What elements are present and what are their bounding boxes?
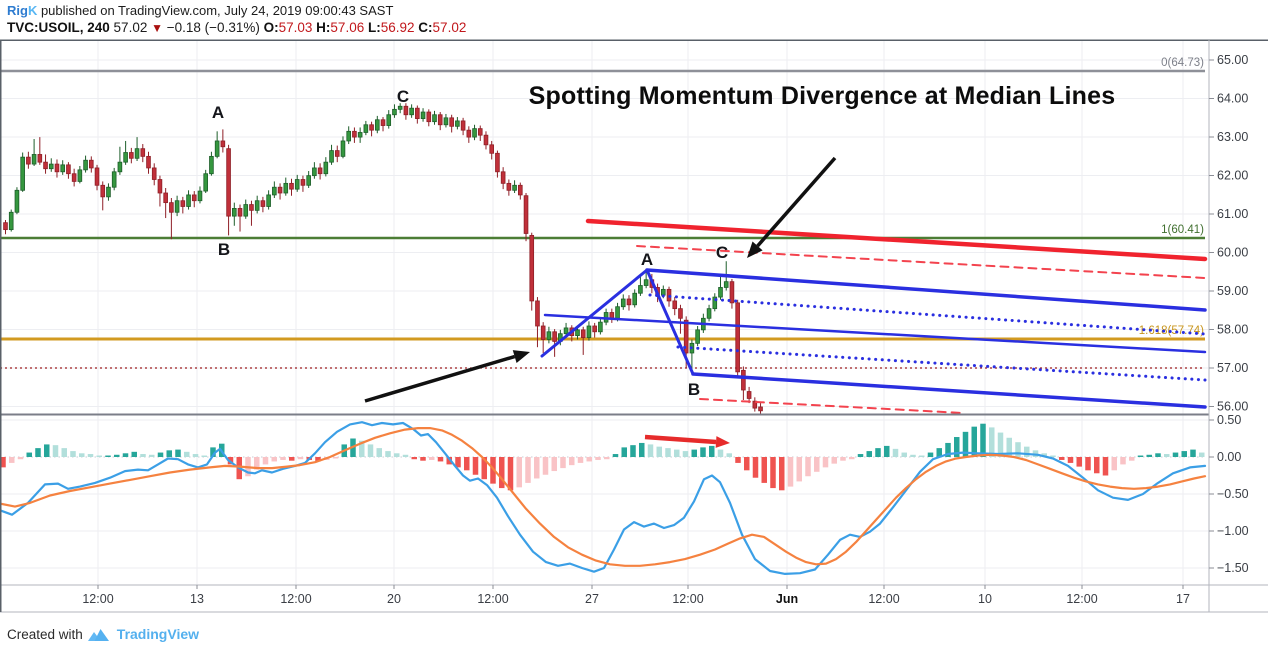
svg-text:−1.00: −1.00 bbox=[1217, 524, 1249, 538]
symbol-legend[interactable]: TVC:USOIL, 240 57.02 ▼ −0.18 (−0.31%) O:… bbox=[7, 20, 466, 35]
svg-text:12:00: 12:00 bbox=[280, 592, 311, 606]
red-downtrend-line bbox=[585, 218, 1208, 262]
drawings-layer[interactable] bbox=[540, 218, 1208, 414]
red-arrow-macd-divergence-head bbox=[715, 436, 730, 448]
svg-text:10: 10 bbox=[978, 592, 992, 606]
macd-indicator-layer bbox=[0, 421, 1207, 576]
svg-text:12:00: 12:00 bbox=[82, 592, 113, 606]
black-arrow-to-pitchfork-head bbox=[512, 350, 530, 363]
svg-text:B: B bbox=[218, 240, 230, 259]
red-dashed-upper bbox=[636, 245, 1206, 279]
svg-text:59.00: 59.00 bbox=[1217, 284, 1248, 298]
pitchfork-trigger-rise bbox=[540, 268, 649, 358]
svg-text:61.00: 61.00 bbox=[1217, 207, 1248, 221]
low-value: 56.92 bbox=[380, 20, 415, 35]
publish-header: RigK published on TradingView.com, July … bbox=[7, 3, 394, 18]
svg-text:60.00: 60.00 bbox=[1217, 246, 1248, 260]
pane-borders bbox=[0, 39, 1268, 613]
svg-text:57.00: 57.00 bbox=[1217, 361, 1248, 375]
svg-text:0.00: 0.00 bbox=[1217, 450, 1241, 464]
arrows-layer[interactable] bbox=[364, 156, 837, 448]
svg-text:62.00: 62.00 bbox=[1217, 169, 1248, 183]
time-axis[interactable]: 12:00 13 12:00 20 12:00 27 12:00 Jun 12:00 10 12:0… bbox=[82, 585, 1190, 606]
svg-text:56.00: 56.00 bbox=[1217, 400, 1248, 414]
svg-text:A: A bbox=[212, 103, 224, 122]
svg-text:17: 17 bbox=[1176, 592, 1190, 606]
svg-text:20: 20 bbox=[387, 592, 401, 606]
svg-text:63.00: 63.00 bbox=[1217, 130, 1248, 144]
svg-text:12:00: 12:00 bbox=[672, 592, 703, 606]
low-label: L: bbox=[367, 20, 381, 35]
svg-text:13: 13 bbox=[190, 592, 204, 606]
svg-text:−0.50: −0.50 bbox=[1217, 487, 1249, 501]
close-label: C: bbox=[418, 20, 433, 35]
svg-text:12:00: 12:00 bbox=[1066, 592, 1097, 606]
abc-pivot-labels[interactable]: A B C A B C bbox=[212, 87, 728, 399]
price-change: −0.18 (−0.31%) bbox=[166, 20, 260, 35]
publish-info: published on TradingView.com, July 24, 2… bbox=[37, 3, 394, 18]
fib-levels-layer[interactable]: 0(64.73)1(60.41)1.618(57.74) bbox=[0, 57, 1205, 341]
pitchfork-median bbox=[543, 313, 1207, 354]
svg-text:27: 27 bbox=[585, 592, 599, 606]
svg-text:A: A bbox=[641, 250, 653, 269]
svg-text:C: C bbox=[397, 87, 409, 106]
high-label: H: bbox=[316, 20, 331, 35]
open-value: 57.03 bbox=[278, 20, 313, 35]
svg-text:−1.50: −1.50 bbox=[1217, 561, 1249, 575]
red-dashed-lower bbox=[699, 398, 964, 414]
pitchfork-dotted-lower bbox=[676, 345, 1207, 382]
tradingview-mountain-icon bbox=[87, 628, 109, 641]
pitchfork-upper bbox=[645, 268, 1207, 312]
svg-text:Jun: Jun bbox=[776, 592, 798, 606]
price-down-icon: ▼ bbox=[151, 21, 163, 35]
svg-text:58.00: 58.00 bbox=[1217, 323, 1248, 337]
tradingview-brand-link[interactable]: TradingView bbox=[116, 626, 200, 642]
pitchfork-lower bbox=[691, 372, 1207, 409]
last-price: 57.02 bbox=[113, 20, 148, 35]
high-value: 57.06 bbox=[330, 20, 365, 35]
pitchfork-dotted-upper bbox=[648, 293, 1207, 336]
svg-text:64.00: 64.00 bbox=[1217, 92, 1248, 106]
open-label: O: bbox=[263, 20, 279, 35]
close-value: 57.02 bbox=[432, 20, 467, 35]
black-arrow-to-c bbox=[756, 156, 837, 248]
svg-text:12:00: 12:00 bbox=[477, 592, 508, 606]
candles-layer bbox=[3, 103, 763, 414]
footer-attribution: Created with TradingView bbox=[7, 626, 199, 642]
grid-layer bbox=[0, 40, 1209, 585]
price-axis[interactable]: 65.00 64.00 63.00 62.00 61.00 60.00 59.00 58.00… bbox=[1209, 53, 1249, 575]
author-link[interactable]: Rig bbox=[7, 3, 28, 18]
svg-text:0(64.73): 0(64.73) bbox=[1161, 57, 1204, 69]
red-arrow-macd-divergence bbox=[644, 434, 717, 445]
chart-annotation-title[interactable]: Spotting Momentum Divergence at Median L… bbox=[528, 82, 1116, 110]
symbol-name[interactable]: TVC:USOIL, 240 bbox=[7, 20, 110, 35]
created-with-label: Created with bbox=[7, 626, 83, 642]
black-arrow-to-c-head bbox=[747, 241, 763, 258]
black-arrow-to-pitchfork bbox=[364, 354, 516, 403]
svg-text:0.50: 0.50 bbox=[1217, 413, 1241, 427]
svg-text:C: C bbox=[716, 243, 728, 262]
svg-text:65.00: 65.00 bbox=[1217, 53, 1248, 67]
svg-text:B: B bbox=[688, 380, 700, 399]
svg-text:1(60.41): 1(60.41) bbox=[1161, 224, 1204, 236]
svg-text:12:00: 12:00 bbox=[868, 592, 899, 606]
